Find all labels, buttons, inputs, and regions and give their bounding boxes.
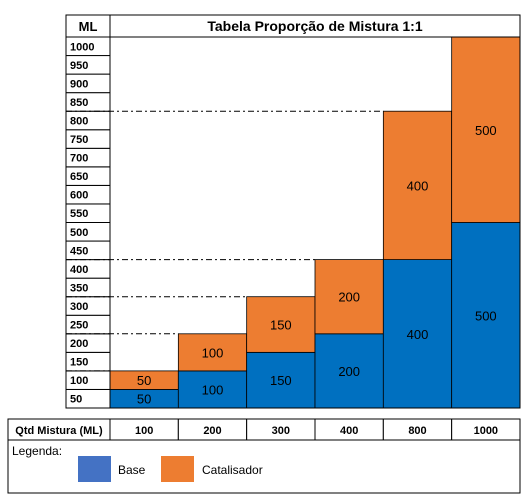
y-tick-label: 50 <box>70 394 82 406</box>
y-tick-label: 400 <box>70 264 88 276</box>
y-tick-label: 550 <box>70 208 88 220</box>
x-tick-label: 400 <box>340 425 358 437</box>
data-label-base: 150 <box>270 373 292 388</box>
legend-label-base: Base <box>118 463 146 477</box>
bar-catalisador <box>177 333 248 372</box>
legend-label-catalisador: Catalisador <box>202 463 263 477</box>
bar-catalisador <box>451 36 521 223</box>
y-tick-label: 850 <box>70 97 88 109</box>
x-tick-label: 100 <box>135 425 153 437</box>
data-label-catalisador: 150 <box>270 318 292 333</box>
y-tick-label: 100 <box>70 375 88 387</box>
y-tick-label: 300 <box>70 301 88 313</box>
data-label-catalisador: 400 <box>407 178 429 193</box>
y-tick-label: 200 <box>70 338 88 350</box>
x-tick-label: 1000 <box>474 425 498 437</box>
y-tick-label: 800 <box>70 115 88 127</box>
bar-catalisador <box>382 110 453 260</box>
y-tick-label: 750 <box>70 134 88 146</box>
x-axis-label: Qtd Mistura (ML) <box>15 425 103 437</box>
data-label-catalisador: 50 <box>137 373 151 388</box>
bar-catalisador <box>246 296 316 353</box>
y-tick-label: 500 <box>70 227 88 239</box>
data-label-catalisador: 500 <box>475 123 497 138</box>
bar-base <box>382 259 453 409</box>
bar-base <box>314 333 384 409</box>
y-tick-label: 450 <box>70 245 88 257</box>
y-tick-label: 350 <box>70 282 88 294</box>
legend-swatch-base <box>78 456 111 482</box>
y-tick-label: 600 <box>70 190 88 202</box>
legend-title: Legenda: <box>12 444 62 458</box>
y-axis-header: ML <box>79 19 98 34</box>
data-label-base: 100 <box>202 382 224 397</box>
y-tick-label: 150 <box>70 357 88 369</box>
y-tick-label: 950 <box>70 60 88 72</box>
data-label-catalisador: 100 <box>202 345 224 360</box>
bar-base <box>246 351 316 409</box>
y-tick-label: 1000 <box>70 41 94 53</box>
bar-base <box>177 370 248 409</box>
data-label-base: 400 <box>407 327 429 342</box>
data-label-base: 500 <box>475 308 497 323</box>
data-label-catalisador: 200 <box>338 290 360 305</box>
y-tick-label: 700 <box>70 153 88 165</box>
y-tick-label: 250 <box>70 320 88 332</box>
bar-catalisador <box>314 259 384 335</box>
x-tick-label: 300 <box>272 425 290 437</box>
x-tick-label: 200 <box>203 425 221 437</box>
y-tick-label: 650 <box>70 171 88 183</box>
bar-base <box>451 222 521 409</box>
data-label-base: 200 <box>338 364 360 379</box>
legend-swatch-catalisador <box>161 456 194 482</box>
plot-frame <box>109 36 521 409</box>
chart-title: Tabela Proporção de Mistura 1:1 <box>207 18 422 34</box>
x-tick-label: 800 <box>408 425 426 437</box>
data-label-base: 50 <box>137 392 151 407</box>
y-tick-label: 900 <box>70 78 88 90</box>
